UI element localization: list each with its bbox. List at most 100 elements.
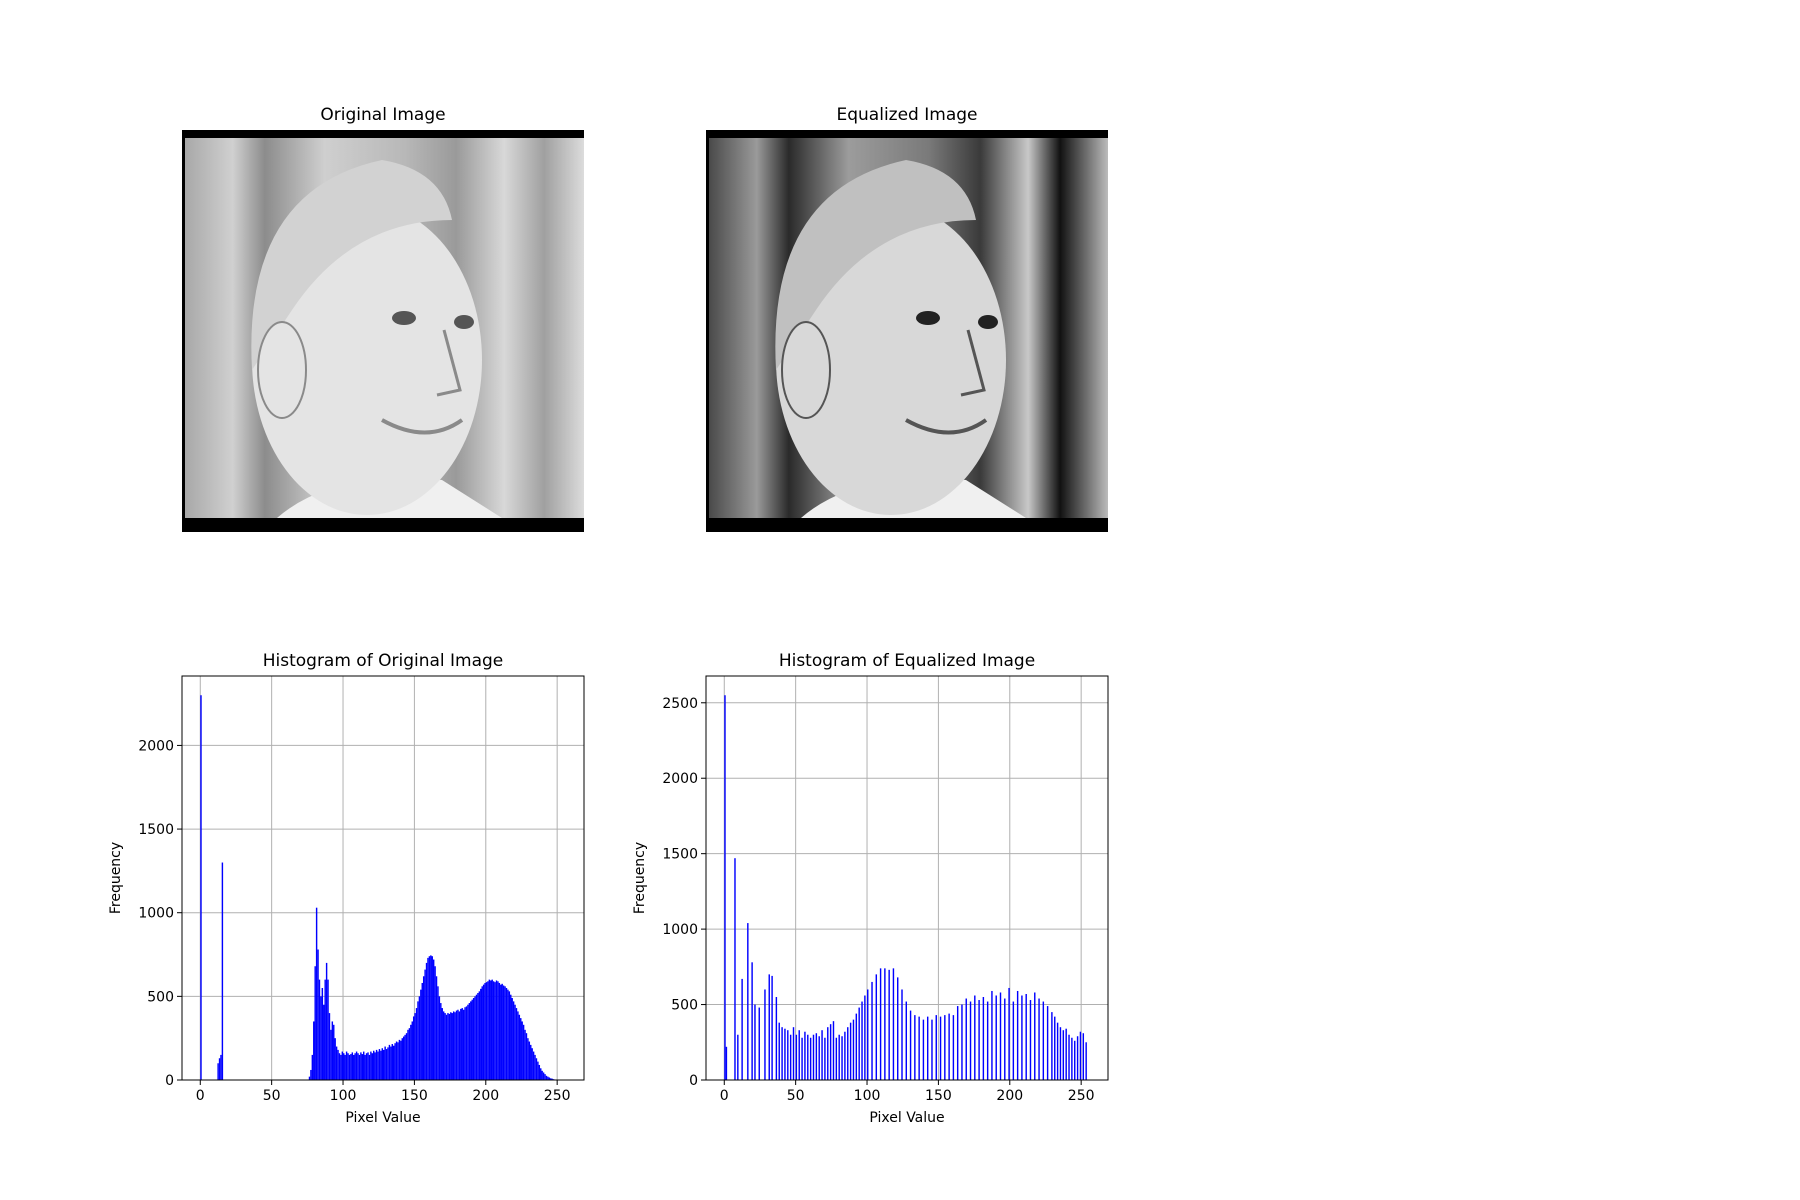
bar [364, 1054, 366, 1080]
bar [401, 1038, 403, 1080]
bar [812, 1034, 815, 1080]
bar [465, 1006, 468, 1080]
bar [333, 1024, 335, 1080]
x-tick-label: 50 [263, 1088, 281, 1104]
bar [502, 985, 505, 1080]
x-tick-label: 250 [1068, 1088, 1095, 1104]
bar [521, 1021, 523, 1080]
bar [394, 1043, 396, 1080]
bar [835, 1037, 838, 1080]
axes-frame [705, 675, 1109, 1081]
bar [350, 1054, 352, 1080]
bar [430, 955, 432, 1080]
bar [331, 1021, 334, 1080]
bar [926, 1016, 929, 1080]
bar [442, 1011, 445, 1080]
bar [344, 1054, 346, 1080]
bar [328, 1013, 331, 1080]
bar [434, 966, 436, 1080]
bar [484, 982, 486, 1080]
bar [408, 1028, 411, 1080]
bar [200, 695, 202, 1080]
smile [905, 418, 988, 435]
bar [547, 1076, 549, 1080]
bar [427, 957, 429, 1080]
bar [464, 1007, 466, 1080]
x-tick-label: 200 [472, 1088, 499, 1104]
bar [395, 1041, 398, 1080]
bar [452, 1011, 455, 1080]
bar [724, 695, 726, 1080]
bar [847, 1027, 849, 1080]
bar [363, 1051, 365, 1080]
bar [1012, 1001, 1015, 1080]
bar [939, 1016, 942, 1080]
bar [1082, 1033, 1085, 1080]
bar [384, 1046, 386, 1080]
bar [517, 1011, 519, 1080]
bar [367, 1052, 369, 1080]
bar [390, 1046, 392, 1080]
bar [1062, 1030, 1065, 1080]
bar [497, 981, 499, 1080]
bar [832, 1021, 835, 1080]
bar [918, 1016, 920, 1080]
eye [392, 311, 416, 325]
bars [724, 695, 1087, 1080]
bar [512, 1001, 515, 1080]
bar [418, 996, 421, 1080]
bar [490, 980, 492, 1080]
bar [428, 956, 431, 1080]
bar [421, 982, 423, 1080]
bar [855, 1013, 858, 1080]
bar [754, 1004, 756, 1080]
bar [995, 995, 997, 1080]
y-tick-label: 1000 [138, 906, 174, 922]
bar [310, 1069, 312, 1080]
bar [411, 1021, 413, 1080]
bar [397, 1042, 399, 1080]
bar [448, 1013, 451, 1080]
bar [778, 1022, 780, 1080]
bar [507, 989, 509, 1080]
y-tick-label: 0 [689, 1073, 698, 1089]
x-tick-label: 50 [787, 1088, 805, 1104]
bar [781, 1027, 783, 1080]
eye [454, 315, 474, 329]
y-tick-label: 0 [165, 1073, 174, 1089]
nose [436, 329, 462, 397]
bar [385, 1049, 388, 1080]
bar [1076, 1036, 1079, 1080]
bar [388, 1044, 391, 1080]
bar [501, 983, 503, 1080]
bar [360, 1052, 362, 1080]
bar [751, 962, 753, 1080]
bar [1059, 1027, 1062, 1080]
y-tick-label: 2500 [662, 696, 698, 712]
bar [1065, 1028, 1067, 1080]
bar [914, 1015, 916, 1080]
bar [965, 998, 967, 1080]
bar [381, 1048, 383, 1080]
bar [221, 862, 224, 1080]
x-axis-label: Pixel Value [345, 1110, 420, 1126]
bar [784, 1028, 786, 1080]
y-tick-label: 500 [671, 998, 698, 1014]
bar [1042, 1001, 1045, 1080]
bar [387, 1047, 389, 1080]
bar [1054, 1016, 1056, 1080]
bar [218, 1058, 221, 1080]
bar [474, 996, 476, 1080]
bar [340, 1054, 342, 1080]
bar [488, 979, 491, 1080]
bar [320, 996, 322, 1080]
bar [535, 1058, 538, 1080]
bar [838, 1034, 840, 1080]
bar [544, 1074, 546, 1080]
bar [220, 1054, 222, 1080]
bar [892, 968, 895, 1080]
bar [417, 1001, 419, 1080]
bar [1068, 1034, 1070, 1080]
ear [257, 321, 307, 419]
axes-frame [181, 675, 585, 1081]
